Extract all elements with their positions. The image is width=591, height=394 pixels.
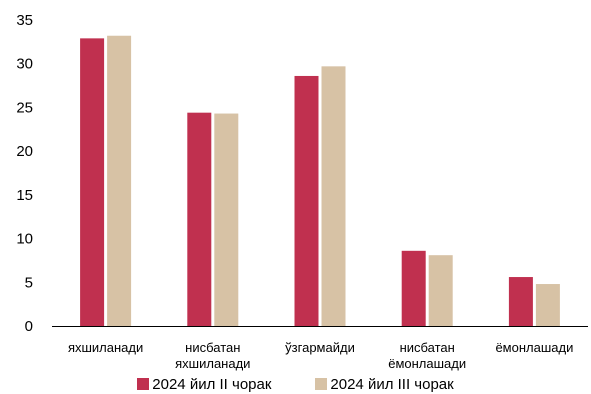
y-tick-label: 30 — [16, 56, 33, 73]
y-tick-label: 0 — [25, 318, 33, 335]
legend-label-series-2: 2024 йил III чорак — [330, 375, 454, 393]
y-tick-label: 25 — [16, 99, 33, 116]
x-category-label-line: яхшиланади — [68, 340, 143, 355]
legend-swatch-series-2 — [315, 378, 328, 390]
y-tick-label: 20 — [16, 143, 33, 160]
y-tick-label: 35 — [16, 12, 33, 29]
legend-label-series-1: 2024 йил II чорак — [152, 375, 272, 393]
x-category-label-line: ўзгармайди — [285, 340, 355, 355]
x-category-label: нисбатан яхшиланади — [175, 340, 250, 371]
bar-series-1 — [80, 38, 105, 327]
x-category-label: нисбатан ёмонлашади — [388, 340, 466, 371]
legend: 2024 йил II чорак 2024 йил III чорак — [0, 374, 591, 394]
bar-series-2 — [107, 35, 132, 326]
legend-swatch-series-1 — [137, 378, 150, 390]
bars — [80, 35, 560, 327]
x-category-label: яхшиланади — [68, 340, 143, 355]
y-axis-ticks: 0 5 10 15 20 25 30 35 — [16, 12, 33, 335]
bar-series-1 — [508, 277, 533, 326]
x-category-label-line: ёмонлашади — [388, 356, 466, 371]
x-category-label: ёмонлашади — [495, 340, 573, 355]
bar-series-2 — [428, 255, 453, 326]
x-category-label: ўзгармайди — [285, 340, 355, 355]
legend-item-series-1: 2024 йил II чорак — [137, 374, 271, 394]
legend-item-series-2: 2024 йил III чорак — [315, 374, 454, 394]
bar-series-1 — [401, 250, 426, 326]
bar-series-1 — [187, 112, 212, 326]
x-category-label-line: ёмонлашади — [495, 340, 573, 355]
x-category-label-line: яхшиланади — [175, 356, 250, 371]
bar-series-2 — [214, 113, 239, 326]
x-category-label-line: нисбатан — [185, 340, 240, 355]
bar-series-2 — [321, 66, 346, 326]
y-tick-label: 10 — [16, 231, 33, 248]
x-category-label-line: нисбатан — [400, 340, 455, 355]
y-tick-label: 5 — [25, 274, 33, 291]
bar-series-2 — [535, 284, 560, 326]
bar-series-1 — [294, 75, 319, 326]
y-tick-label: 15 — [16, 187, 33, 204]
